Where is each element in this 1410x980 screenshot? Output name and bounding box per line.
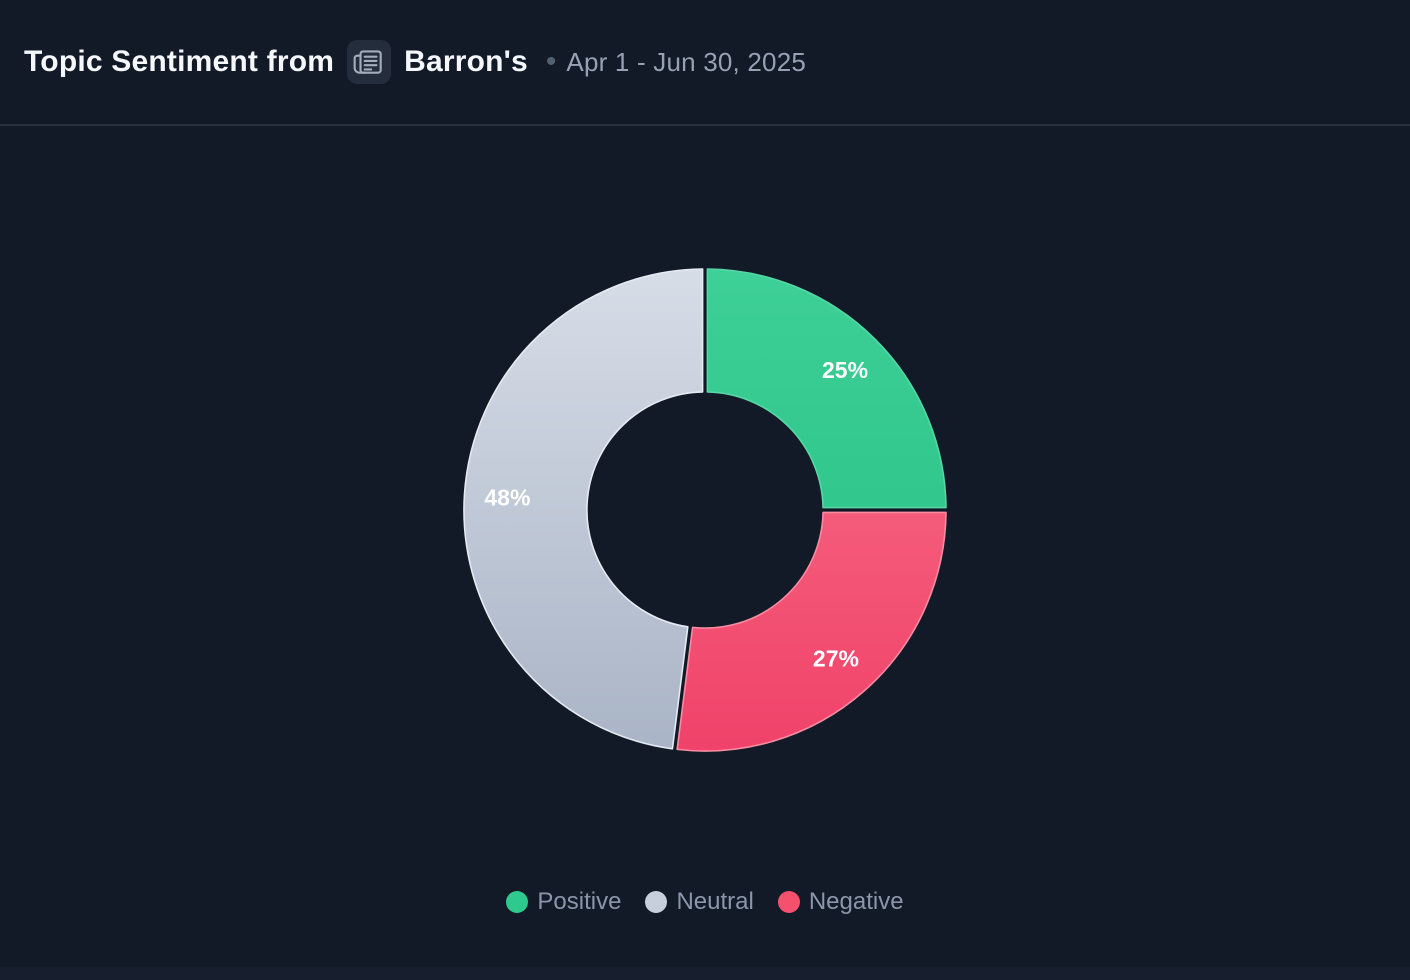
panel-header: Topic Sentiment from Barron's • Apr 1 - …: [0, 0, 1410, 126]
legend-label: Negative: [808, 888, 904, 915]
donut-slices: [463, 268, 947, 752]
page-title: Topic Sentiment from Barron's: [24, 40, 528, 84]
title-prefix: Topic Sentiment from: [24, 45, 335, 78]
date-range: Apr 1 - Jun 30, 2025: [566, 46, 807, 77]
footer-strip: [0, 967, 1410, 980]
separator-dot: •: [545, 45, 557, 78]
legend-dot-negative: [777, 891, 800, 913]
slice-label-neutral: 48%: [484, 485, 530, 511]
legend-label: Positive: [537, 888, 622, 915]
legend-item-negative[interactable]: Negative: [777, 888, 904, 916]
legend-item-positive[interactable]: Positive: [506, 888, 621, 916]
source-name: Barron's: [404, 45, 528, 78]
pie-slice-positive[interactable]: [706, 268, 947, 509]
newspaper-icon: [347, 40, 392, 84]
slice-label-positive: 25%: [822, 357, 868, 383]
legend-label: Neutral: [676, 888, 754, 915]
slice-label-negative: 27%: [813, 646, 859, 672]
legend-item-neutral[interactable]: Neutral: [645, 888, 754, 916]
pie-slice-neutral[interactable]: [463, 268, 704, 750]
legend-dot-positive: [506, 891, 529, 913]
pie-slice-negative[interactable]: [676, 511, 947, 752]
legend-dot-neutral: [645, 891, 668, 913]
chart-legend: Positive Neutral Negative: [0, 888, 1410, 916]
